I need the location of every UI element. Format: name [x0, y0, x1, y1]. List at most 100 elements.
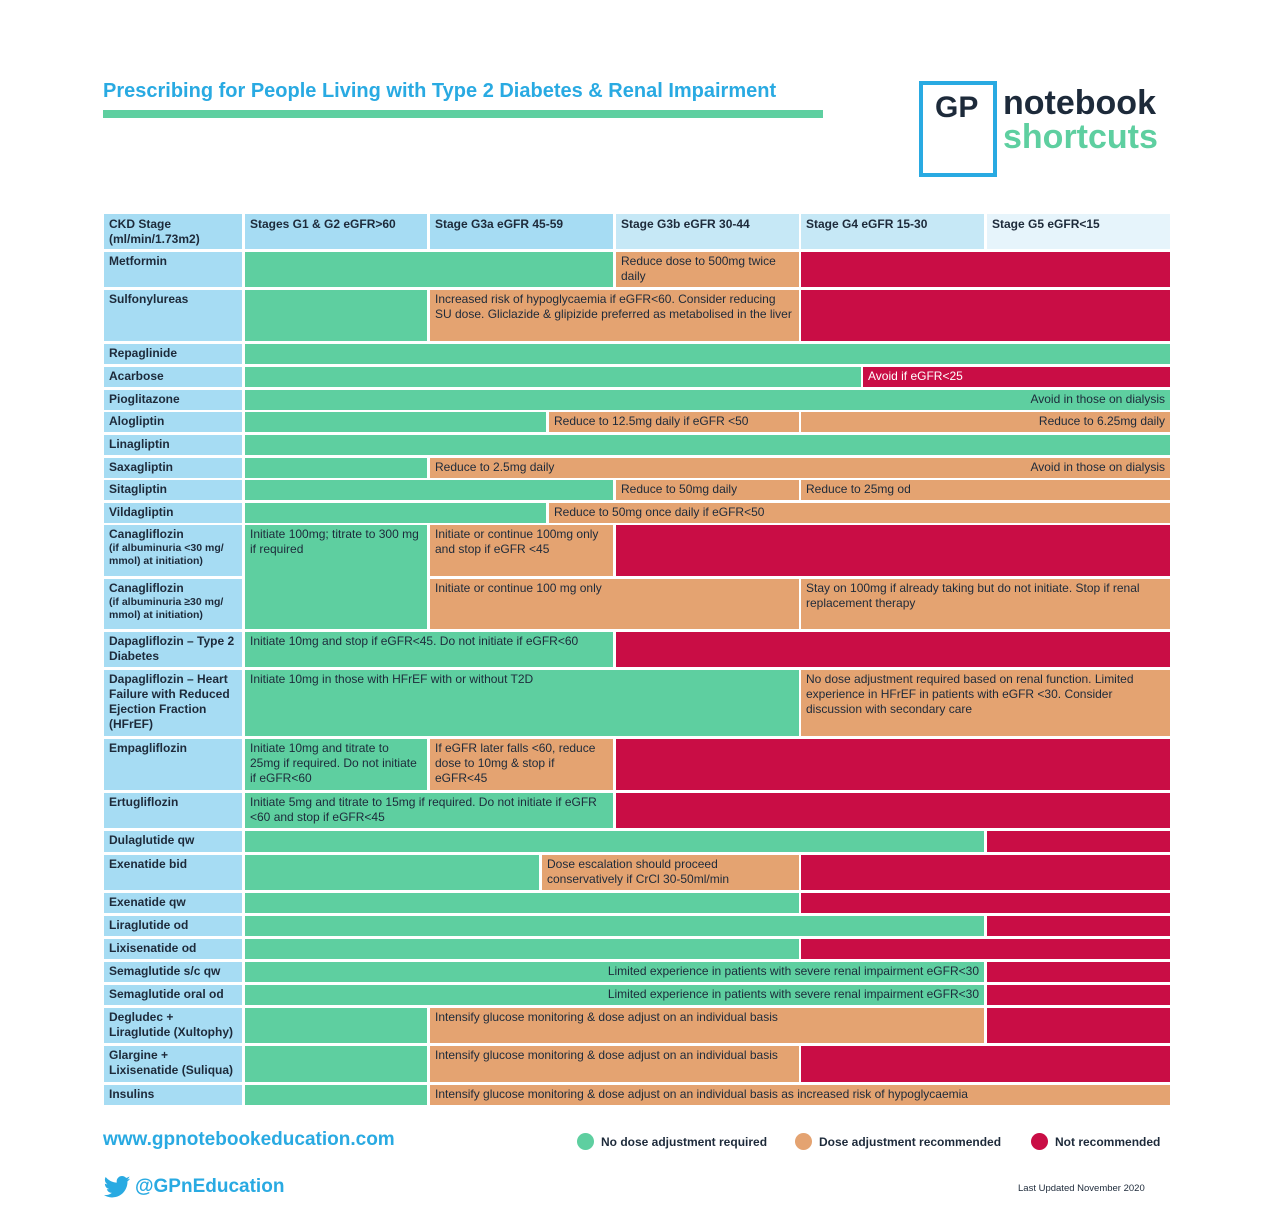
legend-green: No dose adjustment required [577, 1133, 767, 1150]
cell-exenatide-qw-green [245, 893, 799, 913]
drug-canagliflozin-high-albuminuria: Canagliflozin (if albuminuria ≥30 mg/ mm… [104, 579, 242, 629]
drug-sitagliptin: Sitagliptin [104, 480, 242, 500]
legend-orange-dot-icon [795, 1133, 812, 1150]
drug-pioglitazone: Pioglitazone [104, 390, 242, 410]
cell-saxagliptin-green [245, 458, 427, 478]
drug-dulaglutide: Dulaglutide qw [104, 831, 242, 852]
cell-dulaglutide-red [987, 831, 1170, 852]
cell-semaglutide-sc-red [987, 962, 1170, 982]
logo-gp: GP [935, 91, 979, 124]
cell-suliqua-green [245, 1046, 427, 1082]
logo-box: GP [919, 81, 997, 177]
drug-metformin: Metformin [104, 252, 242, 287]
cell-metformin-green [245, 252, 613, 287]
twitter-bird-icon [103, 1176, 131, 1198]
cell-exenatide-qw-red [801, 893, 1170, 913]
logo-word-notebook: notebook [1003, 84, 1156, 122]
drug-repaglinide: Repaglinide [104, 344, 242, 364]
drug-semaglutide-oral: Semaglutide oral od [104, 985, 242, 1005]
drug-canagliflozin-label: Canagliflozin [109, 581, 184, 595]
drug-xultophy: Degludec + Liraglutide (Xultophy) [104, 1008, 242, 1043]
cell-repaglinide-green [245, 344, 1170, 364]
drug-canagliflozin-sub: (if albuminuria <30 mg/ mmol) at initiat… [109, 542, 224, 567]
cell-ertugliflozin-green: Initiate 5mg and titrate to 15mg if requ… [245, 793, 613, 828]
cell-canagliflozin-low-red [616, 525, 1170, 576]
cell-vildagliptin-green [245, 503, 546, 523]
cell-empagliflozin-red [616, 739, 1170, 790]
drug-sulfonylureas: Sulfonylureas [104, 290, 242, 341]
cell-exenatide-bid-red [801, 855, 1170, 890]
legend-green-dot-icon [577, 1133, 594, 1150]
cell-sitagliptin-orange-2: Reduce to 25mg od [801, 480, 1170, 500]
header-g4: Stage G4 eGFR 15-30 [801, 214, 984, 249]
drug-linagliptin: Linagliptin [104, 435, 242, 455]
header-ckd-stage: CKD Stage (ml/min/1.73m2) [104, 214, 242, 249]
cell-alogliptin-orange-1: Reduce to 12.5mg daily if eGFR <50 [549, 412, 799, 432]
cell-dapagliflozin-t2d-green: Initiate 10mg and stop if eGFR<45. Do no… [245, 632, 613, 667]
drug-alogliptin: Alogliptin [104, 412, 242, 432]
cell-lixisenatide-green [245, 939, 799, 959]
cell-exenatide-bid-orange: Dose escalation should proceed conservat… [542, 855, 799, 890]
drug-insulins: Insulins [104, 1085, 242, 1105]
header-g1g2: Stages G1 & G2 eGFR>60 [245, 214, 427, 249]
legend-red: Not recommended [1031, 1133, 1160, 1150]
cell-insulins-green [245, 1085, 427, 1105]
cell-canagliflozin-high-orange-1: Initiate or continue 100 mg only [430, 579, 799, 629]
header-g3a: Stage G3a eGFR 45-59 [430, 214, 613, 249]
header-g3b: Stage G3b eGFR 30-44 [616, 214, 799, 249]
drug-liraglutide: Liraglutide od [104, 916, 242, 936]
drug-semaglutide-sc: Semaglutide s/c qw [104, 962, 242, 982]
cell-acarbose-red: Avoid if eGFR<25 [863, 367, 1170, 387]
drug-saxagliptin: Saxagliptin [104, 458, 242, 478]
cell-insulins-orange: Intensify glucose monitoring & dose adju… [430, 1085, 1170, 1105]
drug-vildagliptin: Vildagliptin [104, 503, 242, 523]
cell-xultophy-red [987, 1008, 1170, 1043]
twitter-handle[interactable]: @GPnEducation [103, 1176, 284, 1198]
legend-orange-label: Dose adjustment recommended [819, 1134, 1002, 1149]
title-underline [103, 110, 823, 118]
legend-green-label: No dose adjustment required [601, 1134, 768, 1149]
cell-dulaglutide-green [245, 831, 984, 852]
cell-dapagliflozin-hfref-orange: No dose adjustment required based on ren… [801, 670, 1170, 736]
drug-dapagliflozin-t2d: Dapagliflozin – Type 2 Diabetes [104, 632, 242, 667]
cell-alogliptin-green [245, 412, 546, 432]
drug-canagliflozin-sub: (if albuminuria ≥30 mg/ mmol) at initiat… [109, 596, 224, 621]
cell-dapagliflozin-t2d-red [616, 632, 1170, 667]
cell-suliqua-orange: Intensify glucose monitoring & dose adju… [430, 1046, 799, 1082]
cell-xultophy-green [245, 1008, 427, 1043]
cell-xultophy-orange: Intensify glucose monitoring & dose adju… [430, 1008, 984, 1043]
cell-sulfonylureas-red [801, 290, 1170, 341]
cell-alogliptin-orange-2: Reduce to 6.25mg daily [801, 412, 1170, 432]
cell-ertugliflozin-red [616, 793, 1170, 828]
drug-dapagliflozin-hfref: Dapagliflozin – Heart Failure with Reduc… [104, 670, 242, 736]
drug-exenatide-qw: Exenatide qw [104, 893, 242, 913]
cell-liraglutide-red [987, 916, 1170, 936]
cell-sulfonylureas-green [245, 290, 427, 341]
cell-semaglutide-oral-green: Limited experience in patients with seve… [245, 985, 984, 1005]
cell-dapagliflozin-hfref-green: Initiate 10mg in those with HFrEF with o… [245, 670, 799, 736]
logo-word-shortcuts: shortcuts [1003, 118, 1158, 156]
header-g5: Stage G5 eGFR<15 [987, 214, 1170, 249]
cell-metformin-orange: Reduce dose to 500mg twice daily [616, 252, 799, 287]
cell-empagliflozin-green: Initiate 10mg and titrate to 25mg if req… [245, 739, 427, 790]
drug-canagliflozin-low-albuminuria: Canagliflozin (if albuminuria <30 mg/ mm… [104, 525, 242, 576]
cell-pioglitazone-green: Avoid in those on dialysis [245, 390, 1170, 410]
drug-acarbose: Acarbose [104, 367, 242, 387]
cell-suliqua-red [801, 1046, 1170, 1082]
cell-vildagliptin-orange: Reduce to 50mg once daily if eGFR<50 [549, 503, 1170, 523]
saxagliptin-note-1: Reduce to 2.5mg daily [435, 460, 555, 474]
cell-sitagliptin-green [245, 480, 613, 500]
twitter-handle-text: @GPnEducation [135, 1176, 285, 1197]
cell-liraglutide-green [245, 916, 984, 936]
legend-red-dot-icon [1031, 1133, 1048, 1150]
last-updated: Last Updated November 2020 [1018, 1183, 1145, 1194]
website-link[interactable]: www.gpnotebookeducation.com [103, 1129, 395, 1150]
cell-sulfonylureas-orange: Increased risk of hypoglycaemia if eGFR<… [430, 290, 799, 341]
saxagliptin-note-2: Avoid in those on dialysis [1030, 460, 1165, 474]
cell-semaglutide-oral-red [987, 985, 1170, 1005]
legend-red-label: Not recommended [1055, 1134, 1161, 1149]
drug-suliqua: Glargine + Lixisenatide (Suliqua) [104, 1046, 242, 1082]
cell-canagliflozin-green: Initiate 100mg; titrate to 300 mg if req… [245, 525, 427, 629]
cell-acarbose-green [245, 367, 861, 387]
drug-empagliflozin: Empagliflozin [104, 739, 242, 790]
